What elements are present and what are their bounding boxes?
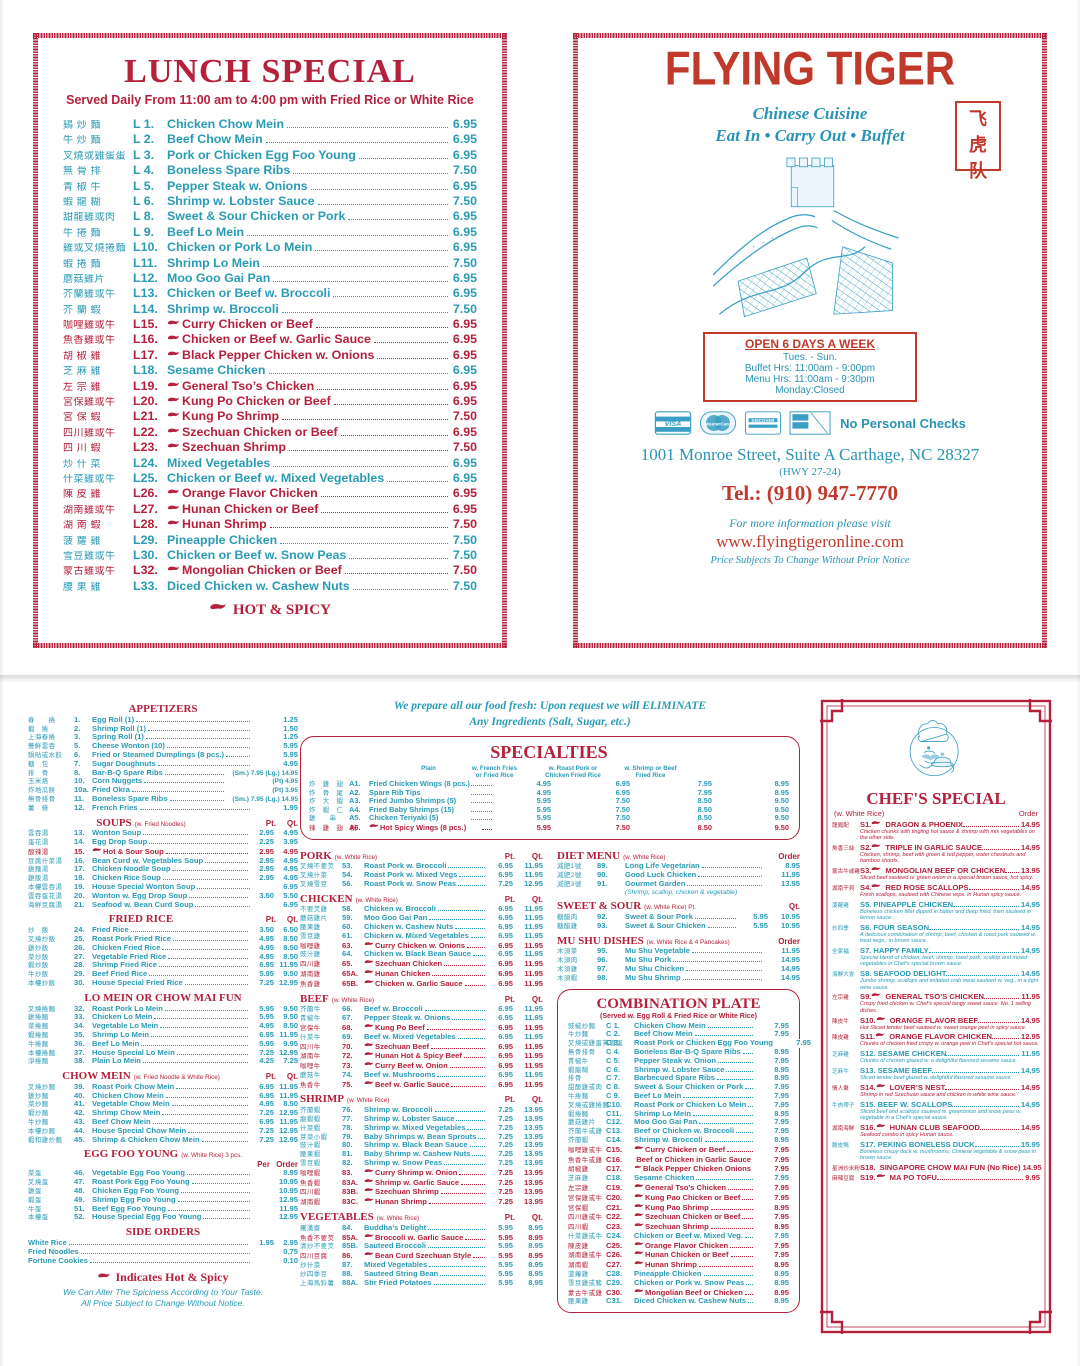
svg-text:VISA: VISA [665,419,682,428]
svg-text:MasterCard: MasterCard [705,422,731,428]
svg-text:DISCOVER: DISCOVER [752,418,776,423]
